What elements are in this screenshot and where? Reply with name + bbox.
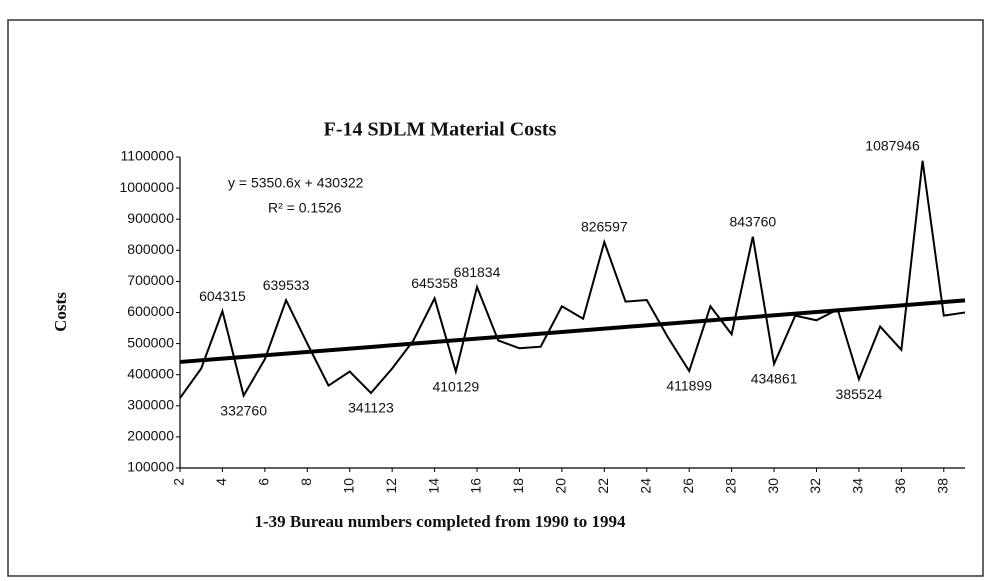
x-tick-label: 28 [722, 478, 738, 494]
x-tick-label: 8 [298, 478, 314, 486]
x-tick-label: 26 [680, 478, 696, 494]
x-tick-label: 34 [850, 478, 866, 494]
x-tick-label: 6 [256, 478, 272, 486]
x-tick-label: 32 [807, 478, 823, 494]
y-tick-label: 900000 [127, 210, 174, 226]
data-label: 411899 [666, 378, 712, 394]
frame [7, 19, 984, 577]
x-tick-label: 38 [934, 478, 950, 494]
x-tick-label: 4 [213, 478, 229, 486]
data-label: 341123 [348, 400, 394, 416]
trend-r-squared: R² = 0.1526 [268, 200, 342, 216]
data-label: 681834 [454, 264, 501, 280]
y-tick-label: 400000 [127, 365, 174, 381]
chart-title: F-14 SDLM Material Costs [324, 119, 557, 141]
y-axis-label: Costs [51, 292, 70, 332]
trend-line [179, 298, 966, 364]
x-tick-label: 22 [595, 478, 611, 494]
data-label: 843760 [729, 213, 776, 229]
trend-equation: y = 5350.6x + 430322 [228, 175, 364, 191]
y-tick-label: 500000 [127, 334, 174, 350]
data-label: 434861 [751, 371, 798, 387]
x-axis-label: 1-39 Bureau numbers completed from 1990 … [255, 512, 626, 531]
data-label: 385524 [836, 386, 883, 402]
y-tick-label: 100000 [127, 459, 174, 475]
x-tick-label: 24 [637, 478, 653, 494]
y-tick-label: 200000 [127, 428, 174, 444]
x-tick-label: 18 [510, 478, 526, 494]
y-tick-label: 700000 [127, 272, 174, 288]
data-label: 332760 [220, 402, 267, 418]
x-tick-label: 20 [553, 478, 569, 494]
x-tick-label: 12 [383, 478, 399, 494]
y-tick-label: 800000 [127, 241, 174, 257]
data-label: 826597 [581, 219, 628, 235]
data-label: 1087946 [865, 137, 920, 153]
x-tick-label: 36 [892, 478, 908, 494]
data-label: 604315 [199, 288, 246, 304]
y-tick-label: 1100000 [121, 148, 175, 164]
x-tick-label: 2 [171, 478, 187, 486]
y-tick-label: 300000 [127, 397, 174, 413]
data-label: 639533 [263, 277, 310, 293]
x-tick-label: 10 [340, 478, 356, 494]
data-label: 645358 [411, 275, 458, 291]
data-label: 410129 [432, 378, 479, 394]
y-tick-label: 600000 [127, 303, 174, 319]
x-tick-label: 30 [765, 478, 781, 494]
y-tick-label: 1000000 [119, 179, 174, 195]
x-tick-label: 14 [425, 478, 441, 494]
x-tick-label: 16 [468, 478, 484, 494]
